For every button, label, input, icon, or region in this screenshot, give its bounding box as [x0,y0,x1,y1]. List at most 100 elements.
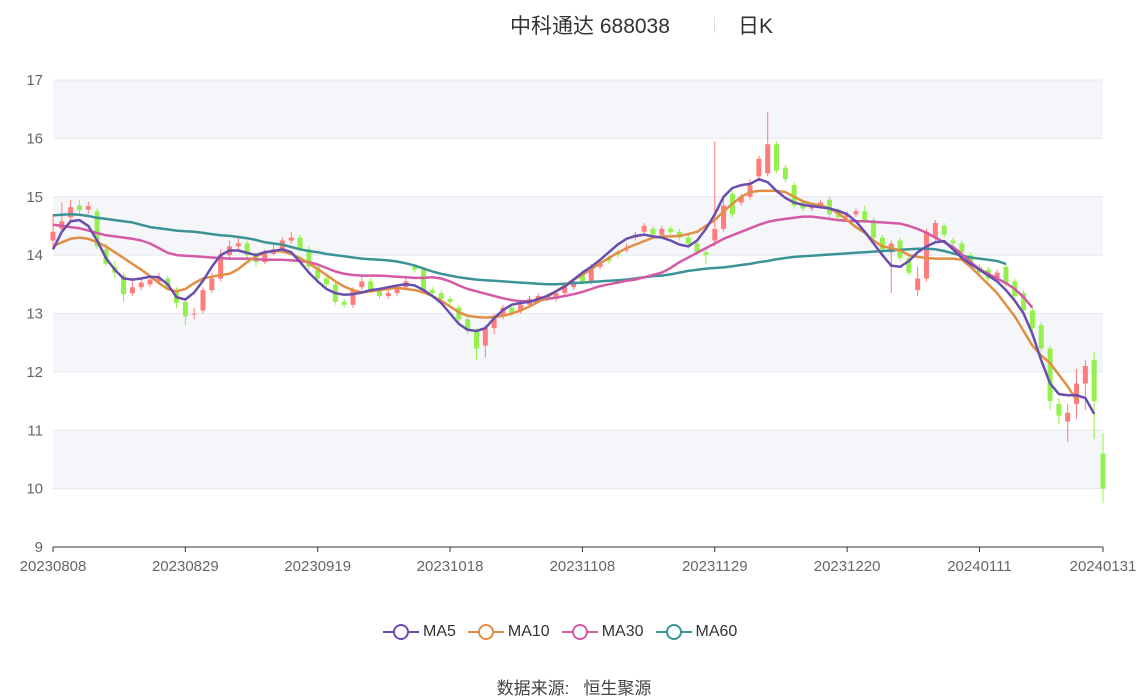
candle-body [1003,266,1009,285]
grid-band [53,313,1103,372]
candle-body [1082,366,1088,384]
candle-body [641,225,647,232]
legend-label-ma30: MA30 [601,623,644,640]
x-tick-label: 20231108 [550,558,616,575]
legend-item-ma5[interactable]: MA5 [383,623,456,641]
candle-body [200,290,206,311]
candle-body [1021,293,1027,311]
candle-body [500,307,506,317]
candle-body [518,304,524,311]
legend-swatch-ma10 [467,624,504,640]
x-tick-label: 20240111 [947,558,1012,575]
legend-item-ma30[interactable]: MA30 [561,623,644,641]
legend-item-ma10[interactable]: MA10 [467,623,550,641]
candle-body [853,211,859,215]
candle-body [491,316,497,329]
candle-body [774,144,780,171]
legend-swatch-ma5 [383,624,419,640]
legend-swatch-ma30 [561,624,598,640]
y-tick-label: 16 [26,130,43,147]
candle-body [288,237,294,241]
candle-body [429,290,435,294]
candle-body [376,290,382,296]
candle-body [421,269,427,291]
legend-label-ma60: MA60 [695,623,738,640]
candle-body [129,287,135,294]
ma60-line [52,213,1007,286]
legend-swatch-ma60 [655,624,692,640]
candle-body [94,211,100,247]
candle-body [509,307,515,314]
x-tick-label: 20230829 [152,558,219,575]
candle-body [968,255,974,264]
candle-body [562,287,568,294]
grid-band [53,80,1103,139]
y-tick-label: 10 [26,481,43,498]
candle-body [1091,360,1097,402]
candle-body [341,301,347,305]
candle-body [121,275,127,295]
candle-body [156,278,162,282]
candle-body [1056,403,1062,416]
candle-body [791,185,797,206]
y-tick-label: 17 [26,72,43,89]
candle-body [1100,453,1106,489]
candle-body [659,228,665,235]
candle-body [262,253,268,263]
candle-body [209,278,215,291]
legend-label-ma10: MA10 [507,623,550,640]
candle-body [438,293,444,299]
candle-body [553,293,559,299]
y-tick-label: 13 [26,306,43,323]
candle-body [306,249,312,267]
candle-body [959,243,965,253]
source-value: 恒生聚源 [583,679,652,698]
x-tick-label: 20230919 [284,558,351,575]
candlestick-chart[interactable]: 9 10 11 12 13 14 15 16 17 20230808 20230829 2023091… [0,0,1148,610]
candle-body [738,196,744,203]
candle-body [668,228,674,232]
x-tick-label: 20231018 [417,558,484,575]
candle-body [624,249,630,251]
candle-body [1065,412,1071,422]
candle-body [76,205,82,211]
candle-body [712,228,718,241]
candle-body [579,275,585,282]
chart-title: 中科通达 688038 日K [0,8,1148,40]
candle-body [950,240,956,244]
candle-body [147,279,153,285]
candle-body [368,281,374,291]
stock-name-code: 中科通达 688038 [510,15,670,38]
grid-band [53,430,1103,489]
candle-body [315,266,321,279]
data-source: 数据来源: 恒生聚源 [0,674,1148,699]
period-label: 日K [738,15,774,38]
candle-body [597,263,603,267]
candle-body [244,243,250,256]
candle-body [606,258,612,261]
y-tick-label: 11 [27,422,43,439]
candle-body [412,266,418,270]
candle-body [818,202,824,206]
x-tick-label: 20230808 [20,558,87,575]
candle-body [385,293,391,296]
candle-body [350,290,356,305]
candle-body [482,328,488,346]
legend-item-ma60[interactable]: MA60 [655,623,738,641]
candle-body [915,278,921,291]
candle-body [324,278,330,285]
candle-body [685,237,691,244]
candle-body [765,144,771,174]
candle-body [465,319,471,332]
candle-body [721,205,727,229]
candle-body [68,207,74,218]
candle-body [1038,325,1044,349]
legend-label-ma5: MA5 [423,623,456,640]
candle-body [871,220,877,238]
candle-body [932,223,938,238]
x-tick-label: 20231220 [814,558,881,575]
candle-body [297,237,303,250]
ma5-line [51,177,1096,415]
candle-body [85,206,91,210]
candle-body [879,237,885,250]
